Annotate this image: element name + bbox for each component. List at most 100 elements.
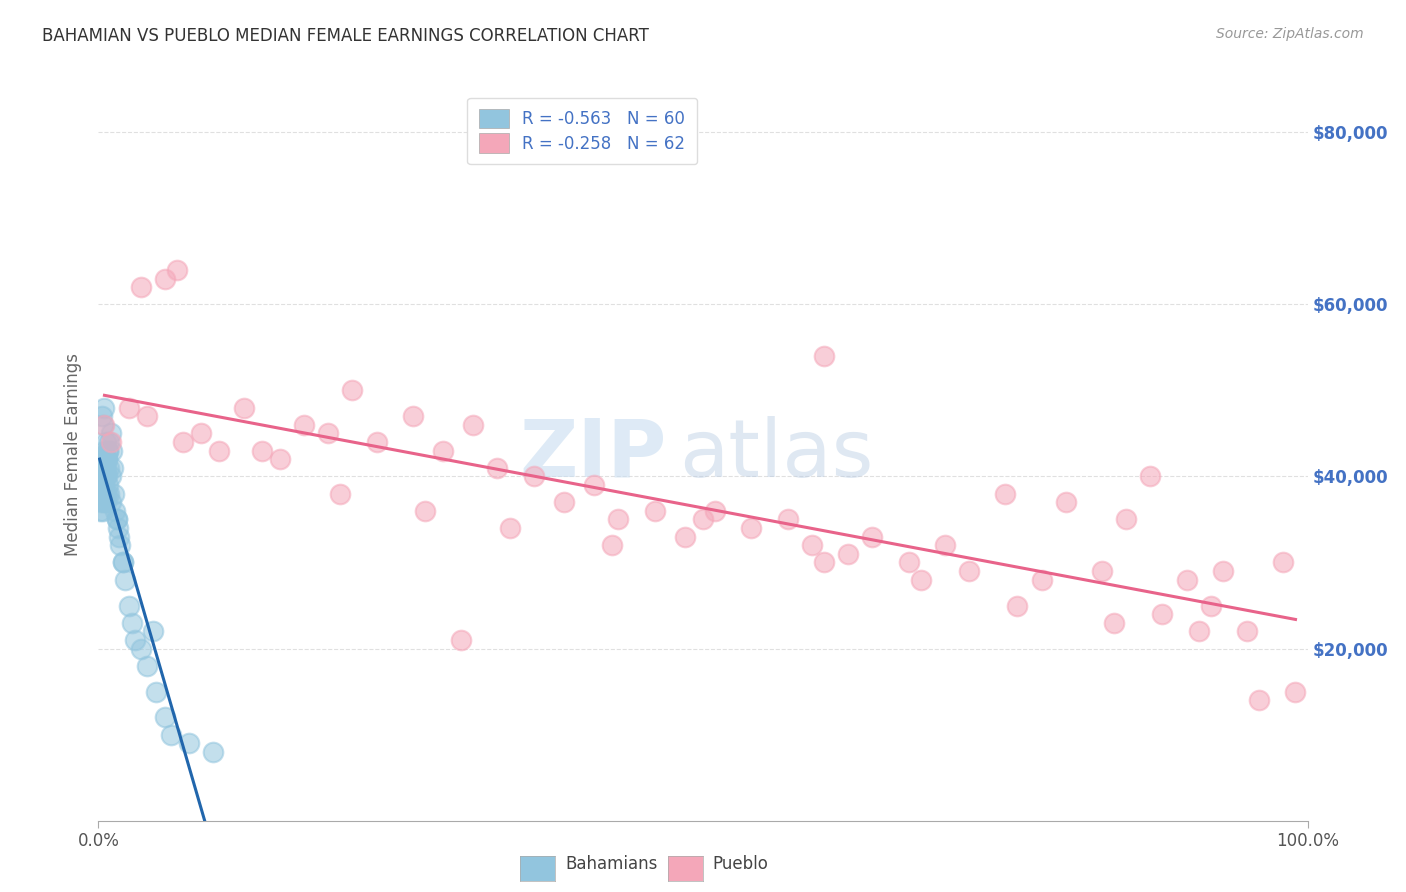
Point xyxy=(100,426,122,441)
Point xyxy=(94,495,117,509)
Point xyxy=(89,486,111,500)
Point xyxy=(432,443,454,458)
Point xyxy=(111,556,134,570)
Point xyxy=(1199,599,1222,613)
Point xyxy=(93,417,115,432)
Point xyxy=(860,530,883,544)
Point xyxy=(232,401,254,415)
Point xyxy=(107,521,129,535)
Point xyxy=(90,495,112,509)
Point xyxy=(1272,556,1295,570)
Point xyxy=(1115,512,1137,526)
Point xyxy=(160,728,183,742)
Point xyxy=(135,658,157,673)
Point xyxy=(94,486,117,500)
Point xyxy=(90,478,112,492)
Point xyxy=(153,271,176,285)
Point xyxy=(1249,693,1271,707)
Point xyxy=(91,417,114,432)
Point xyxy=(108,530,131,544)
Point xyxy=(316,426,339,441)
Point xyxy=(93,401,115,415)
Point xyxy=(90,469,112,483)
Point xyxy=(114,573,136,587)
Point xyxy=(111,556,134,570)
Point xyxy=(202,745,225,759)
Point xyxy=(96,452,118,467)
Point xyxy=(93,478,115,492)
Point xyxy=(994,486,1017,500)
Point xyxy=(1284,684,1306,698)
Point xyxy=(100,495,122,509)
Point xyxy=(93,460,115,475)
Point xyxy=(776,512,799,526)
Point xyxy=(329,486,352,500)
Text: atlas: atlas xyxy=(679,416,873,494)
Point xyxy=(644,504,666,518)
Point xyxy=(402,409,425,424)
Legend: R = -0.563   N = 60, R = -0.258   N = 62: R = -0.563 N = 60, R = -0.258 N = 62 xyxy=(467,97,697,164)
Point xyxy=(97,478,120,492)
Point xyxy=(450,632,472,647)
Text: ZIP: ZIP xyxy=(519,416,666,494)
Point xyxy=(1007,599,1029,613)
Point xyxy=(1102,615,1125,630)
Point xyxy=(108,538,131,552)
Point xyxy=(96,469,118,483)
Point xyxy=(342,384,364,398)
Point xyxy=(100,469,122,483)
Point xyxy=(486,460,509,475)
Point xyxy=(100,435,122,450)
Point xyxy=(93,495,115,509)
Point xyxy=(98,435,121,450)
Point xyxy=(94,452,117,467)
Point xyxy=(100,443,122,458)
Point xyxy=(250,443,273,458)
Point xyxy=(153,710,176,724)
Point xyxy=(96,452,118,467)
Point xyxy=(897,556,920,570)
Point xyxy=(957,564,980,578)
Point xyxy=(91,460,114,475)
Point xyxy=(94,435,117,450)
Point xyxy=(91,409,114,424)
Point xyxy=(91,486,114,500)
Point xyxy=(91,486,114,500)
Point xyxy=(910,573,932,587)
Point xyxy=(101,460,124,475)
Point xyxy=(104,504,127,518)
Point xyxy=(94,460,117,475)
Point xyxy=(97,443,120,458)
Point xyxy=(583,478,606,492)
Point xyxy=(166,263,188,277)
Point xyxy=(692,512,714,526)
Point xyxy=(523,469,546,483)
Point xyxy=(837,547,859,561)
Point xyxy=(172,435,194,450)
Point xyxy=(366,435,388,450)
Point xyxy=(103,486,125,500)
Point xyxy=(96,486,118,500)
Point xyxy=(118,401,141,415)
Text: Pueblo: Pueblo xyxy=(713,855,769,873)
Point xyxy=(121,615,143,630)
Point xyxy=(105,512,128,526)
Point xyxy=(91,452,114,467)
Point xyxy=(118,599,141,613)
Point xyxy=(1152,607,1174,621)
Point xyxy=(91,469,114,483)
Point xyxy=(498,521,520,535)
Point xyxy=(96,469,118,483)
Point xyxy=(800,538,823,552)
Point xyxy=(553,495,575,509)
Text: Source: ZipAtlas.com: Source: ZipAtlas.com xyxy=(1216,27,1364,41)
Point xyxy=(97,443,120,458)
Point xyxy=(269,452,291,467)
Point xyxy=(93,443,115,458)
Point xyxy=(135,409,157,424)
Point xyxy=(129,641,152,656)
Point xyxy=(1031,573,1053,587)
Point xyxy=(1091,564,1114,578)
Point xyxy=(1212,564,1234,578)
Point xyxy=(413,504,436,518)
